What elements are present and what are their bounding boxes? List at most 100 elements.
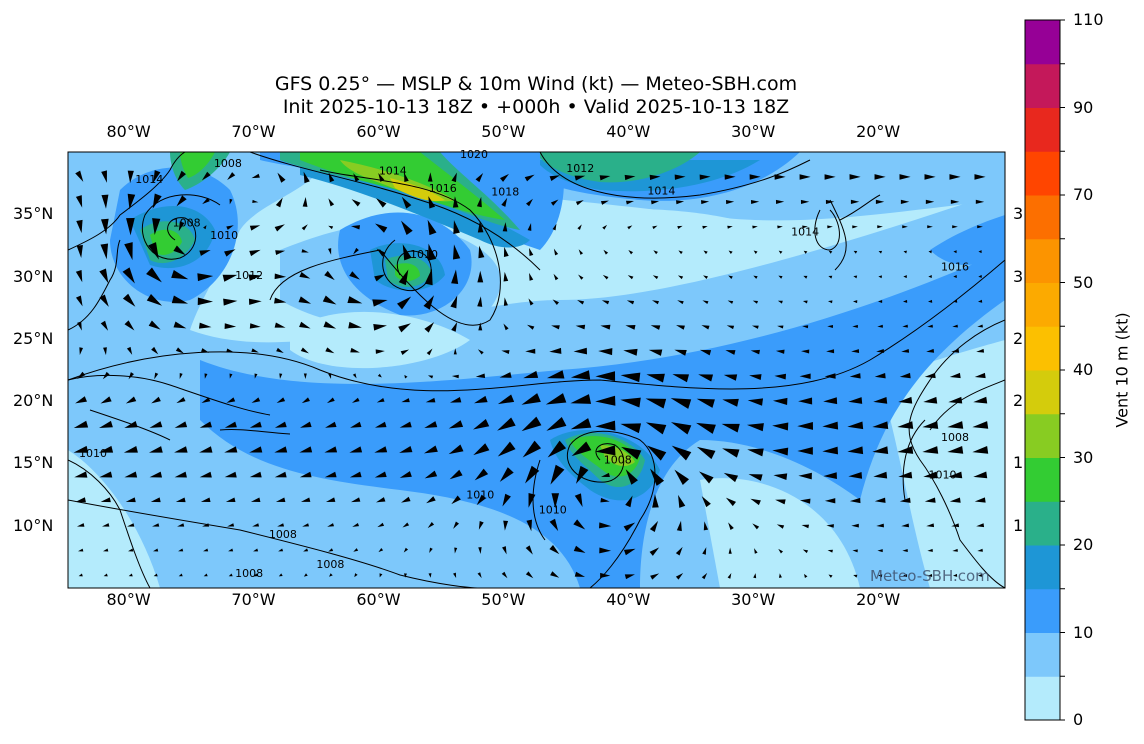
watermark: Meteo-SBH.com	[870, 567, 990, 585]
wind-arrow	[177, 523, 185, 527]
lat-tick-left: 35°N	[13, 204, 54, 224]
wind-arrow	[124, 242, 133, 261]
wind-arrow	[448, 444, 464, 455]
wind-arrow	[151, 346, 159, 355]
wind-arrow	[550, 464, 565, 485]
lat-tick-right: 1	[1013, 453, 1024, 473]
wind-arrow	[598, 348, 613, 356]
wind-arrow	[727, 300, 734, 304]
wind-arrow	[823, 472, 837, 479]
wind-arrow	[253, 548, 259, 552]
wind-arrow	[501, 350, 510, 354]
wind-arrow	[502, 493, 511, 507]
wind-arrow	[826, 349, 835, 354]
wind-arrow	[671, 445, 692, 461]
wind-arrow	[451, 269, 459, 284]
wind-arrow	[652, 225, 658, 230]
lat-tick-right: 2	[1013, 391, 1024, 411]
colorbar-segment	[1025, 151, 1060, 196]
wind-arrow	[553, 273, 559, 281]
wind-arrow	[922, 446, 939, 454]
wind-arrow	[849, 174, 861, 180]
wind-arrow	[376, 398, 385, 403]
wind-arrow	[922, 421, 939, 429]
isobar-label: 1010	[539, 503, 567, 516]
wind-arrow	[696, 398, 715, 408]
wind-arrow	[948, 396, 963, 404]
wind-arrow	[926, 348, 935, 353]
wind-arrow	[627, 275, 634, 280]
wind-arrow	[599, 175, 611, 181]
wind-arrow	[477, 349, 484, 355]
wind-arrow	[652, 494, 659, 508]
wind-arrow	[103, 573, 108, 577]
wind-arrow	[852, 324, 858, 328]
wind-arrow	[903, 250, 907, 254]
wind-arrow	[573, 347, 588, 355]
wind-arrow	[125, 497, 136, 503]
wind-arrow	[777, 300, 783, 304]
wind-arrow	[927, 225, 933, 229]
wind-arrow	[377, 522, 385, 528]
wind-arrow	[552, 223, 557, 231]
lon-tick-bottom: 80°W	[106, 590, 151, 609]
wind-arrow	[847, 446, 864, 455]
wind-arrow	[778, 573, 782, 578]
wind-arrow	[827, 225, 833, 229]
wind-arrow	[575, 200, 584, 206]
isobar-label: 1012	[566, 162, 594, 175]
wind-arrow	[249, 225, 261, 231]
wind-arrow	[353, 548, 359, 552]
wind-arrow	[953, 250, 957, 254]
wind-arrow	[275, 197, 283, 208]
wind-arrow	[303, 171, 310, 184]
wind-arrow	[725, 200, 735, 205]
wind-arrow	[401, 196, 412, 209]
wind-arrow	[949, 372, 961, 379]
wind-arrow	[577, 299, 585, 305]
wind-arrow	[621, 446, 642, 460]
wind-arrow	[324, 471, 337, 478]
wind-arrow	[199, 446, 213, 453]
wind-arrow	[328, 198, 335, 207]
wind-arrow	[473, 419, 490, 430]
wind-arrow	[825, 199, 835, 204]
wind-arrow	[397, 296, 412, 310]
wind-arrow	[649, 174, 661, 181]
wind-arrow	[553, 248, 559, 256]
wind-arrow	[725, 350, 736, 355]
wind-arrow	[123, 445, 138, 453]
wind-arrow	[250, 497, 261, 503]
wind-arrow	[276, 397, 286, 404]
wind-arrow	[577, 224, 582, 230]
wind-arrow	[677, 225, 683, 229]
wind-arrow	[974, 372, 986, 379]
wind-arrow	[477, 296, 483, 307]
wind-arrow	[676, 200, 685, 205]
wind-arrow	[249, 471, 262, 478]
wind-arrow	[224, 421, 237, 428]
wind-arrow	[803, 275, 808, 279]
wind-arrow	[177, 170, 186, 182]
wind-arrow	[427, 375, 434, 379]
wind-arrow	[978, 274, 982, 278]
wind-arrow	[497, 441, 516, 457]
wind-arrow	[451, 172, 457, 183]
wind-arrow	[725, 497, 737, 507]
wind-arrow	[404, 374, 408, 379]
wind-arrow	[602, 274, 609, 280]
wind-arrow	[528, 493, 536, 508]
wind-arrow	[903, 275, 907, 279]
wind-arrow	[171, 295, 189, 304]
wind-arrow	[373, 324, 387, 331]
wind-arrow	[727, 572, 732, 579]
wind-arrow	[453, 521, 459, 529]
wind-arrow	[528, 298, 534, 306]
colorbar-segment	[1025, 501, 1060, 546]
wind-arrow	[951, 348, 960, 353]
wind-arrow	[677, 275, 684, 280]
wind-arrow	[497, 394, 515, 405]
wind-arrow	[778, 275, 783, 279]
wind-arrow	[950, 199, 960, 204]
wind-arrow	[670, 398, 692, 409]
